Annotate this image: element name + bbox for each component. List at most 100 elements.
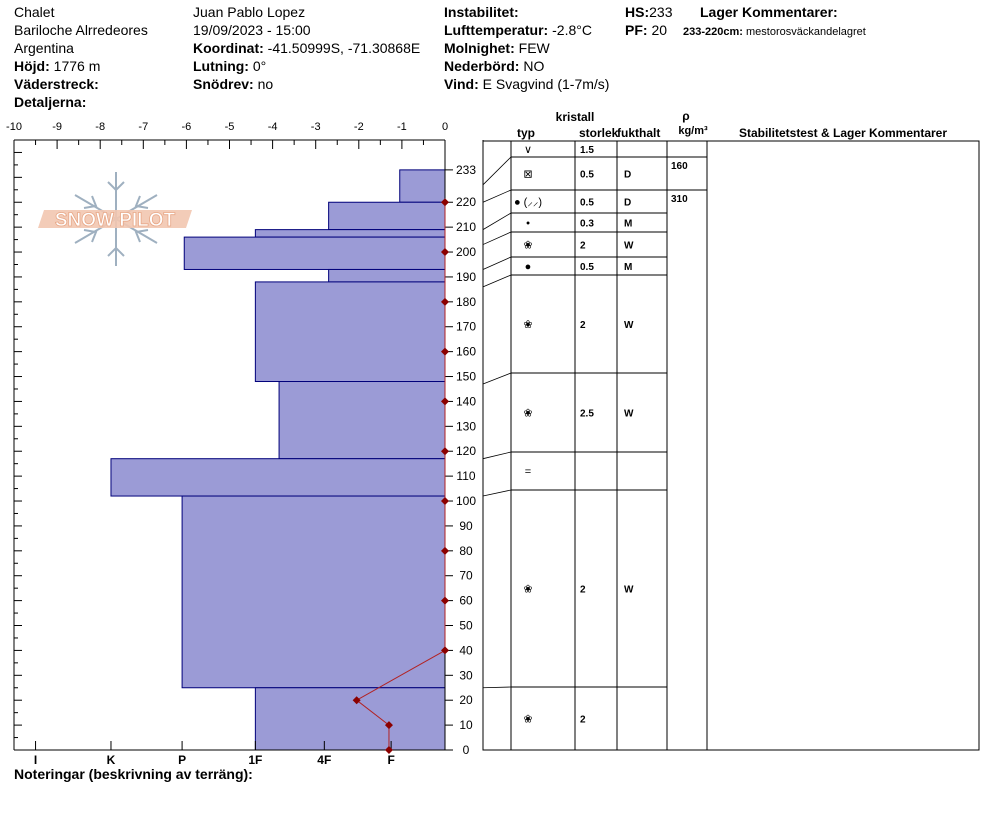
slope: Lutning: 0° — [193, 57, 266, 75]
notes-label: Noteringar (beskrivning av terräng): — [14, 766, 253, 782]
layer-connector — [482, 489, 512, 497]
layer-grain-size: 0.5 — [580, 198, 594, 209]
height-tick-label: 170 — [456, 320, 476, 334]
layer-moisture: W — [624, 320, 634, 331]
snow-pilot-logo: SNOW PILOT — [38, 172, 192, 266]
layer-grain-type: ∨ — [524, 144, 532, 156]
wind-label: Vind: — [444, 76, 479, 92]
layer-grain-type: ● (⸝⸝) — [514, 197, 542, 209]
layer-connector — [482, 189, 512, 203]
hardness-bar — [110, 458, 446, 497]
hardness-category-label: P — [178, 753, 186, 767]
hardness-tick-label: 0 — [442, 121, 448, 133]
density-symbol: ρ — [682, 109, 689, 123]
aspect: Väderstreck: — [14, 75, 99, 93]
height-tick-label: 50 — [459, 619, 473, 633]
region: Bariloche Alrredeores — [14, 22, 148, 38]
height-tick-label: 30 — [459, 668, 473, 682]
layer-grain-type: ❀ — [523, 240, 532, 252]
hardness-category-label: I — [34, 753, 37, 767]
airtemp-label: Lufttemperatur: — [444, 22, 549, 38]
height-tick-label: 210 — [456, 220, 476, 234]
hardness-tick-label: -2 — [354, 121, 364, 133]
precip-label: Nederbörd: — [444, 58, 520, 74]
layer-grain-type: ● — [525, 261, 532, 273]
hardness-category-label: F — [387, 753, 394, 767]
height-tick-label: 20 — [459, 693, 473, 707]
precip-value: NO — [523, 58, 545, 74]
layer-connector — [482, 212, 512, 230]
logo-text: SNOW PILOT — [55, 210, 176, 231]
hardness-bar — [254, 281, 446, 383]
sky-label: Molnighet: — [444, 40, 515, 56]
height-tick-label: 60 — [459, 594, 473, 608]
slope-label: Lutning: — [193, 58, 249, 74]
layer-moisture: M — [624, 219, 632, 230]
hardness-tick-label: -1 — [397, 121, 407, 133]
details: Detaljerna: — [14, 93, 86, 111]
drift: Snödrev: no — [193, 75, 273, 93]
coordinates: Koordinat: -41.50999S, -71.30868E — [193, 39, 420, 57]
height-tick-label: 100 — [456, 494, 476, 508]
layer-grain-size: 2.5 — [580, 409, 594, 420]
observer: Juan Pablo Lopez — [193, 4, 306, 20]
layer-connector — [482, 451, 512, 460]
temperature-profile — [352, 198, 449, 754]
crystal-header: kristall — [556, 110, 595, 124]
precipitation: Nederbörd: NO — [444, 57, 544, 75]
wind: Vind: E Svagvind (1-7m/s) — [444, 75, 609, 93]
height-tick-label: 120 — [456, 444, 476, 458]
hardness-bar — [254, 687, 446, 751]
elevation-label: Höjd: — [14, 58, 50, 74]
temperature-point — [441, 596, 449, 605]
details-label: Detaljerna: — [14, 94, 87, 110]
hardness-bar — [183, 236, 446, 270]
layer-grain-type: ❀ — [523, 714, 532, 726]
hardness-tick-label: -8 — [95, 121, 105, 133]
elevation-value: 1776 m — [53, 58, 101, 74]
temperature-point — [441, 447, 449, 456]
height-tick-label: 0 — [463, 743, 470, 757]
height-tick-label: 140 — [456, 394, 476, 408]
layer-comments-label: Lager Kommentarer: — [700, 4, 838, 20]
layer-comment: 233-220cm: mestorosväckandelagret — [683, 23, 866, 41]
drift-label: Snödrev: — [193, 76, 254, 92]
moisture-header: fukthalt — [617, 126, 660, 140]
hardness-tick-label: -9 — [52, 121, 62, 133]
aspect-label: Väderstreck: — [14, 76, 99, 92]
hardness-tick-label: -7 — [138, 121, 148, 133]
layer-connector — [482, 231, 512, 245]
table-frame — [482, 140, 980, 751]
height-tick-label: 130 — [456, 419, 476, 433]
height-tick-label: 190 — [456, 270, 476, 284]
density-value: 310 — [671, 194, 688, 205]
height-tick-label: 90 — [459, 519, 473, 533]
height-tick-label: 160 — [456, 345, 476, 359]
layer-moisture: D — [624, 170, 631, 181]
country: Argentina — [14, 40, 74, 56]
height-tick-label: 10 — [459, 718, 473, 732]
layer-moisture: M — [624, 262, 632, 273]
hardness-bar — [254, 229, 446, 238]
coord-label: Koordinat: — [193, 40, 264, 56]
snow-height: HS:233 — [625, 3, 672, 21]
hardness-bars — [110, 169, 446, 751]
layer-connector — [482, 256, 512, 270]
height-tick-label: 80 — [459, 544, 473, 558]
layer-grain-size: 0.3 — [580, 219, 594, 230]
hardness-tick-label: -6 — [182, 121, 192, 133]
layer-moisture: W — [624, 585, 634, 596]
temperature-point — [441, 397, 449, 406]
layer-grain-type: ❀ — [523, 408, 532, 420]
slope-value: 0° — [252, 58, 267, 74]
layer-moisture: W — [624, 409, 634, 420]
layer-comment-text: mestorosväckandelagret — [746, 26, 866, 38]
height-tick-label: 200 — [456, 245, 476, 259]
height-tick-label: 110 — [456, 469, 475, 483]
layer-grain-size: 0.5 — [580, 262, 594, 273]
instability: Instabilitet: — [444, 3, 519, 21]
sky-value: FEW — [518, 40, 550, 56]
layer-grain-type: ❀ — [523, 319, 532, 331]
temperature-point — [441, 546, 449, 555]
